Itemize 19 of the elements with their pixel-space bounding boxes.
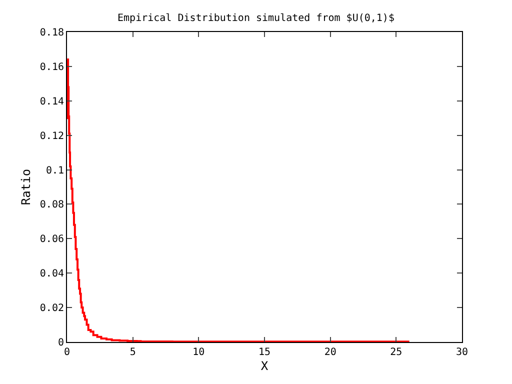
x-axis-title: X (260, 358, 269, 373)
y-tick-label: 0.02 (40, 303, 64, 314)
y-tick-label: 0.08 (40, 200, 64, 211)
x-tick-label: 30 (456, 347, 468, 358)
x-tick-label: 10 (192, 347, 205, 358)
x-tick-label: 15 (258, 347, 271, 358)
chart-title: Empirical Distribution simulated from $U(0,1)$ (118, 12, 394, 24)
y-tick-label: 0.18 (40, 28, 64, 38)
y-tick-label: 0 (58, 338, 64, 348)
y-tick-label: 0.06 (40, 234, 64, 246)
y-tick-label: 0.16 (40, 62, 64, 73)
y-tick-label: 0.04 (40, 268, 64, 280)
x-tick-label: 5 (130, 347, 136, 358)
y-tick-label: 0.14 (40, 96, 64, 108)
y-tick-label: 0.1 (46, 165, 64, 176)
y-tick-label: 0.12 (40, 130, 64, 142)
x-tick-label: 20 (324, 347, 336, 358)
x-tick-label: 25 (390, 347, 402, 358)
y-axis-title: Ratio (19, 168, 34, 206)
